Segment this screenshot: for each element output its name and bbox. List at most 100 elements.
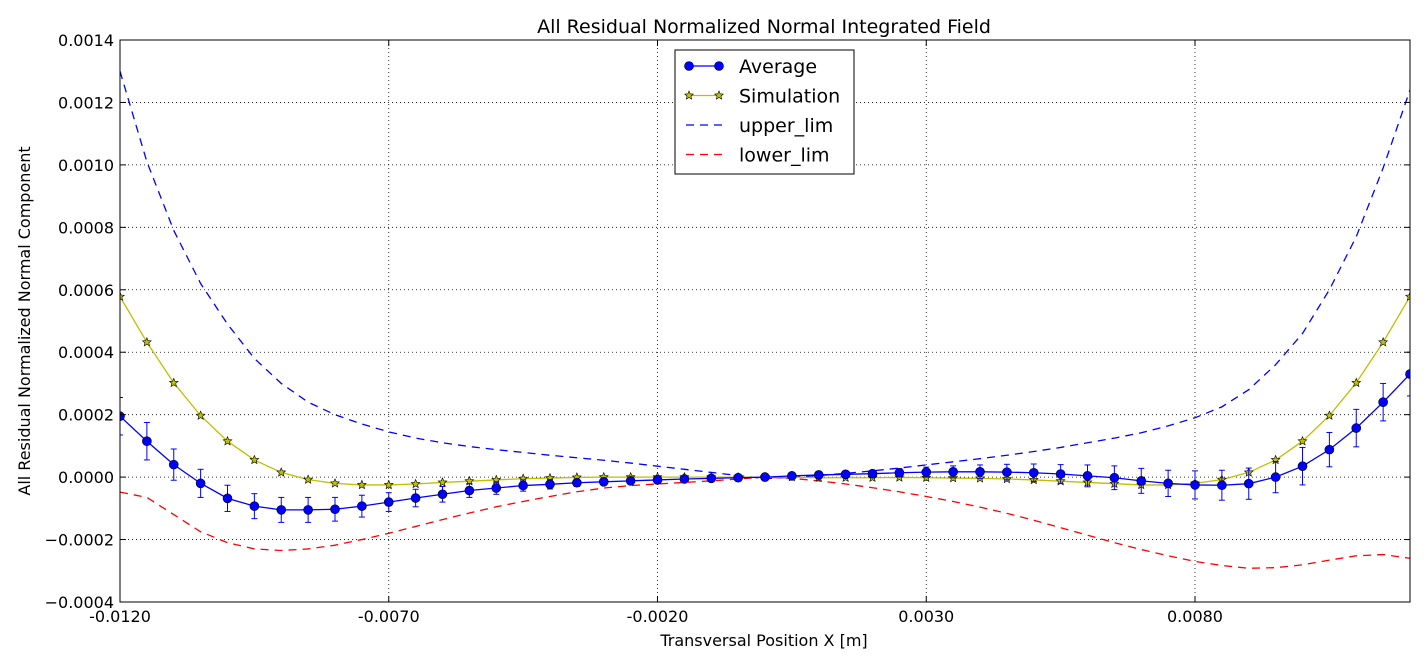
data-point: [975, 467, 985, 477]
data-point: [410, 493, 421, 503]
data-point: [733, 472, 743, 483]
data-point: [760, 472, 770, 482]
data-point: [1002, 467, 1012, 477]
legend-marker: [714, 61, 724, 71]
data-point: [356, 479, 367, 490]
data-point: [1082, 471, 1093, 481]
data-point: [303, 505, 313, 515]
data-point: [598, 476, 609, 487]
data-point: [1351, 377, 1362, 388]
data-point: [1405, 369, 1410, 379]
legend-box: [674, 49, 855, 175]
y-tick-label: 0.0004: [58, 343, 114, 362]
data-point: [1297, 435, 1308, 446]
data-point: [491, 483, 502, 493]
axes: −0.0004 −0.0002 0.0000 0.0002 0.0004 0.0006 0.…: [45, 31, 1410, 626]
data-point: [1351, 423, 1362, 433]
data-point: [437, 489, 448, 500]
legend-label: lower_lim: [739, 145, 830, 167]
chart-title: All Residual Normalized Normal Integrate…: [537, 16, 991, 38]
series-layer: [120, 71, 1410, 569]
x-tick-label: 0.0030: [898, 607, 954, 626]
data-point: [276, 505, 287, 515]
data-point: [545, 479, 555, 490]
data-point: [1324, 410, 1335, 420]
data-point: [840, 469, 851, 480]
legend-marker: [684, 61, 694, 71]
data-point: [383, 479, 394, 490]
data-point: [572, 477, 582, 488]
y-tick-label: 0.0008: [58, 218, 114, 237]
data-point: [195, 410, 206, 420]
data-point: [410, 478, 421, 489]
data-point: [1055, 469, 1066, 479]
data-point: [652, 475, 663, 485]
data-point: [249, 501, 260, 511]
data-point: [464, 485, 475, 496]
data-point: [1378, 336, 1389, 347]
x-axis-label: Transversal Position X [m]: [659, 631, 867, 650]
legend-marker: [713, 90, 725, 100]
data-point: [867, 468, 878, 479]
data-point: [168, 377, 179, 388]
data-point: [276, 467, 287, 477]
data-point: [1136, 476, 1147, 486]
data-point: [142, 436, 152, 447]
legend-label: Simulation: [739, 86, 840, 108]
data-point: [1297, 461, 1308, 471]
data-point: [120, 411, 125, 422]
y-tick-label: 0.0014: [58, 31, 114, 50]
data-point: [330, 504, 340, 515]
legend-marker: [683, 90, 695, 100]
data-point: [168, 459, 179, 470]
data-point: [625, 476, 636, 486]
y-tick-label: 0.0006: [58, 281, 114, 300]
y-tick-label: 0.0000: [58, 468, 114, 487]
y-tick-label: 0.0010: [58, 156, 114, 175]
y-axis-label: All Residual Normalized Normal Component: [15, 146, 34, 495]
data-point: [195, 478, 206, 489]
data-point: [1190, 480, 1200, 490]
data-point: [1270, 472, 1281, 482]
y-tick-label: −0.0004: [45, 593, 114, 612]
data-point: [706, 473, 717, 484]
legend-label: upper_lim: [739, 115, 833, 137]
y-tick-label: −0.0002: [45, 531, 114, 550]
data-point: [383, 497, 394, 507]
x-tick-label: -0.0120: [89, 607, 151, 626]
data-point: [1243, 478, 1254, 489]
data-point: [1163, 478, 1173, 489]
y-tick-label: 0.0012: [58, 93, 114, 112]
data-point: [437, 477, 448, 487]
data-point: [1109, 472, 1120, 483]
data-point: [787, 471, 797, 481]
x-tick-label: -0.0070: [358, 607, 420, 626]
plot-frame: [119, 39, 1411, 603]
data-point: [1378, 397, 1388, 407]
data-point: [141, 336, 152, 347]
legend-label: Average: [739, 56, 817, 78]
data-point: [222, 435, 233, 446]
data-point: [303, 474, 314, 484]
data-point: [120, 291, 126, 301]
x-tick-label: -0.0020: [627, 607, 689, 626]
series-line-average: [120, 373, 1410, 511]
x-tick-label: 0.0080: [1167, 607, 1223, 626]
data-point: [357, 501, 367, 511]
data-point: [813, 470, 824, 480]
data-point: [921, 467, 932, 477]
data-point: [1028, 467, 1039, 478]
y-tick-label: 0.0002: [58, 406, 114, 425]
data-point: [518, 480, 528, 491]
series-line-simulation: [120, 296, 1410, 486]
legend: Average Simulation upper_lim lower_lim: [674, 49, 855, 175]
data-point: [948, 467, 958, 477]
data-point: [679, 474, 690, 484]
data-point: [222, 493, 233, 504]
series-line-lower-lim: [120, 476, 1410, 569]
data-point: [1404, 291, 1410, 301]
data-point: [1324, 444, 1335, 455]
data-point: [1217, 480, 1227, 491]
data-point: [329, 478, 341, 488]
